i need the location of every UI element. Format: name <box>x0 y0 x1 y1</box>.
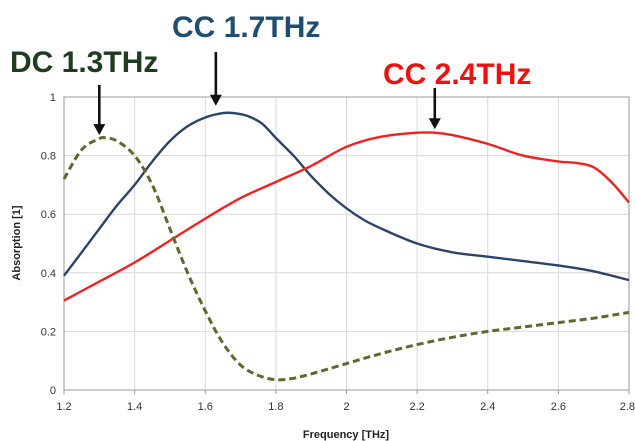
annotation-arrow-head <box>428 118 441 130</box>
annotation-arrows <box>93 52 441 136</box>
x-tick-label: 2.4 <box>480 401 495 413</box>
x-tick-label: 1.6 <box>198 401 213 413</box>
y-tick-label: 0.8 <box>41 151 56 163</box>
x-tick-label: 1.4 <box>127 401 142 413</box>
x-axis-title: Frequency [THz] <box>303 429 390 441</box>
y-axis-ticks: 0 0.2 0.4 0.6 0.8 1 <box>41 92 56 397</box>
x-tick-label: 2.8 <box>620 401 635 413</box>
annotation-arrow-head <box>93 124 106 136</box>
annotation-arrow-head <box>209 94 222 106</box>
series-line-dc13 <box>62 135 630 382</box>
x-tick-label: 1.2 <box>56 401 71 413</box>
x-tick-label: 2 <box>343 401 349 413</box>
y-tick-label: 0.6 <box>41 209 56 221</box>
y-axis-title: Absorption [1] <box>11 205 23 280</box>
annotation-cc-2-4thz: CC 2.4THz <box>383 58 531 91</box>
x-tick-label: 1.8 <box>268 401 283 413</box>
x-tick-label: 2.2 <box>409 401 424 413</box>
y-tick-label: 1 <box>50 92 56 104</box>
x-tick-label: 2.6 <box>551 401 566 413</box>
annotation-cc-1-7thz: CC 1.7THz <box>172 11 320 44</box>
series-line-cc17 <box>63 111 630 282</box>
y-tick-label: 0.4 <box>41 268 56 280</box>
y-tick-label: 0.2 <box>41 326 56 338</box>
gridlines <box>63 96 630 391</box>
series-lines <box>62 111 630 382</box>
y-tick-label: 0 <box>50 385 56 397</box>
annotation-dc-1-3thz: DC 1.3THz <box>10 46 158 79</box>
x-axis-ticks: 1.2 1.4 1.6 1.8 2 2.2 2.4 2.6 2.8 <box>56 390 635 413</box>
